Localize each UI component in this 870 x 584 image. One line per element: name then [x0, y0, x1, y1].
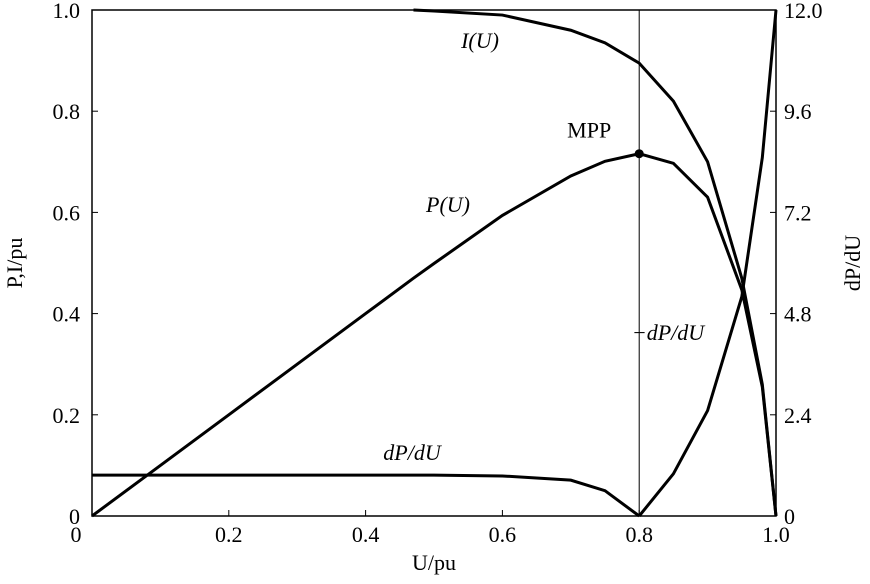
x-tick-label: 0.8	[625, 522, 653, 547]
series-label: P(U)	[425, 192, 470, 217]
y2-tick-label: 7.2	[784, 200, 812, 225]
y-tick-label: 0.2	[53, 403, 81, 428]
x-axis-label: U/pu	[412, 550, 456, 575]
x-tick-label: 0.6	[489, 522, 517, 547]
y-tick-label: 0.4	[53, 302, 81, 327]
x-tick-label: 0.4	[352, 522, 380, 547]
series-line	[91, 152, 778, 518]
y2-tick-label: 0	[784, 504, 795, 529]
y2-tick-label: 2.4	[784, 403, 812, 428]
series-label: I(U)	[460, 28, 499, 53]
y-tick-label: 0.6	[53, 200, 81, 225]
x-tick-label: 1.0	[762, 522, 790, 547]
y-tick-label: 0	[69, 504, 80, 529]
y-tick-label: 0.8	[53, 99, 81, 124]
series-line	[638, 9, 778, 517]
y-axis-label: P,I/pu	[2, 238, 27, 289]
y-tick-label: 1.0	[53, 0, 81, 23]
y2-axis-label: dP/dU	[840, 235, 865, 291]
series-line	[413, 8, 778, 517]
y2-tick-label: 4.8	[784, 302, 812, 327]
x-tick-label: 0.2	[215, 522, 243, 547]
series-label: dP/dU	[383, 440, 443, 465]
series-line	[92, 473, 641, 518]
series-label: −dP/dU	[632, 320, 706, 345]
y2-tick-label: 9.6	[784, 99, 812, 124]
mpp-point	[634, 149, 644, 159]
y2-tick-label: 12.0	[784, 0, 823, 23]
mpp-label: MPP	[567, 118, 611, 143]
x-tick-label: 0	[71, 522, 82, 547]
